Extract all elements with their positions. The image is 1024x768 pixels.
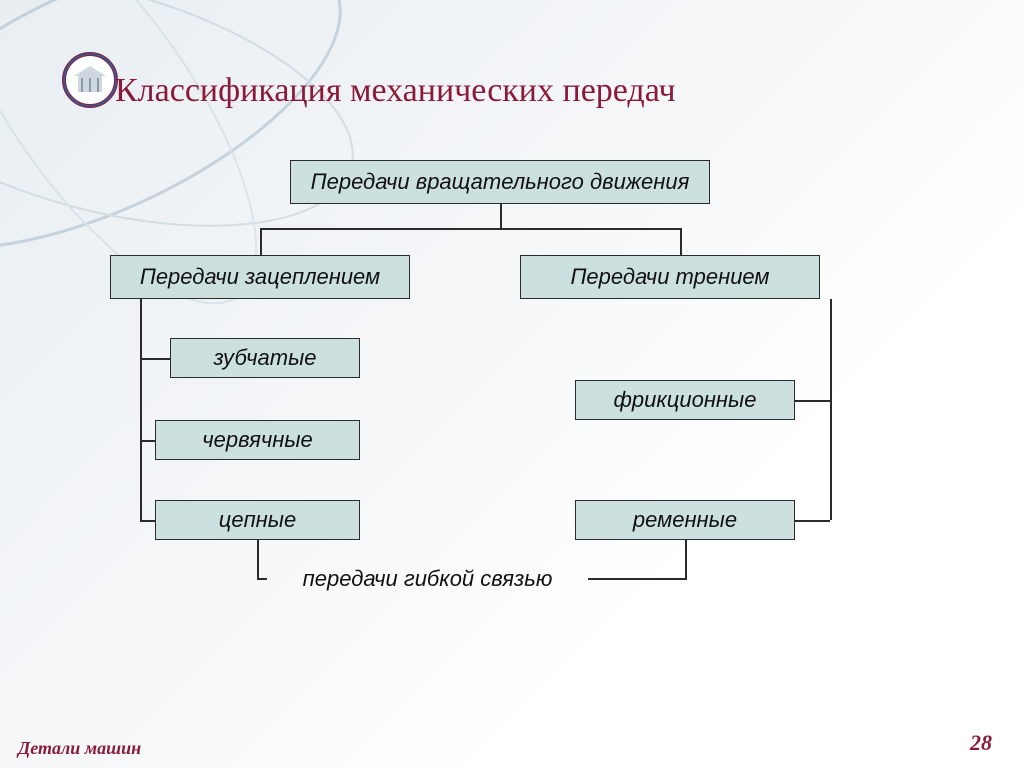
node-chain: цепные: [155, 500, 360, 540]
connector: [140, 440, 155, 442]
page-number: 28: [970, 730, 992, 756]
connector: [830, 299, 832, 520]
node-worm: червячные: [155, 420, 360, 460]
slide-title: Классификация механических передач: [115, 72, 676, 110]
connector: [680, 228, 682, 255]
node-engage: Передачи зацеплением: [110, 255, 410, 299]
connector: [260, 228, 680, 230]
connector: [140, 520, 155, 522]
connector: [140, 358, 170, 360]
node-gear: зубчатые: [170, 338, 360, 378]
footer-subject: Детали машин: [18, 738, 141, 759]
university-logo: [60, 50, 120, 110]
connector: [260, 228, 262, 255]
connector: [795, 520, 830, 522]
node-friction: Передачи трением: [520, 255, 820, 299]
connector: [588, 578, 687, 580]
connector: [795, 400, 830, 402]
connector: [257, 540, 259, 578]
node-root: Передачи вращательного движения: [290, 160, 710, 204]
node-fric_sub: фрикционные: [575, 380, 795, 420]
node-belt: ременные: [575, 500, 795, 540]
node-flex: передачи гибкой связью: [265, 560, 590, 598]
connector: [140, 299, 142, 520]
connector: [500, 204, 502, 228]
connector: [257, 578, 267, 580]
connector: [685, 540, 687, 578]
